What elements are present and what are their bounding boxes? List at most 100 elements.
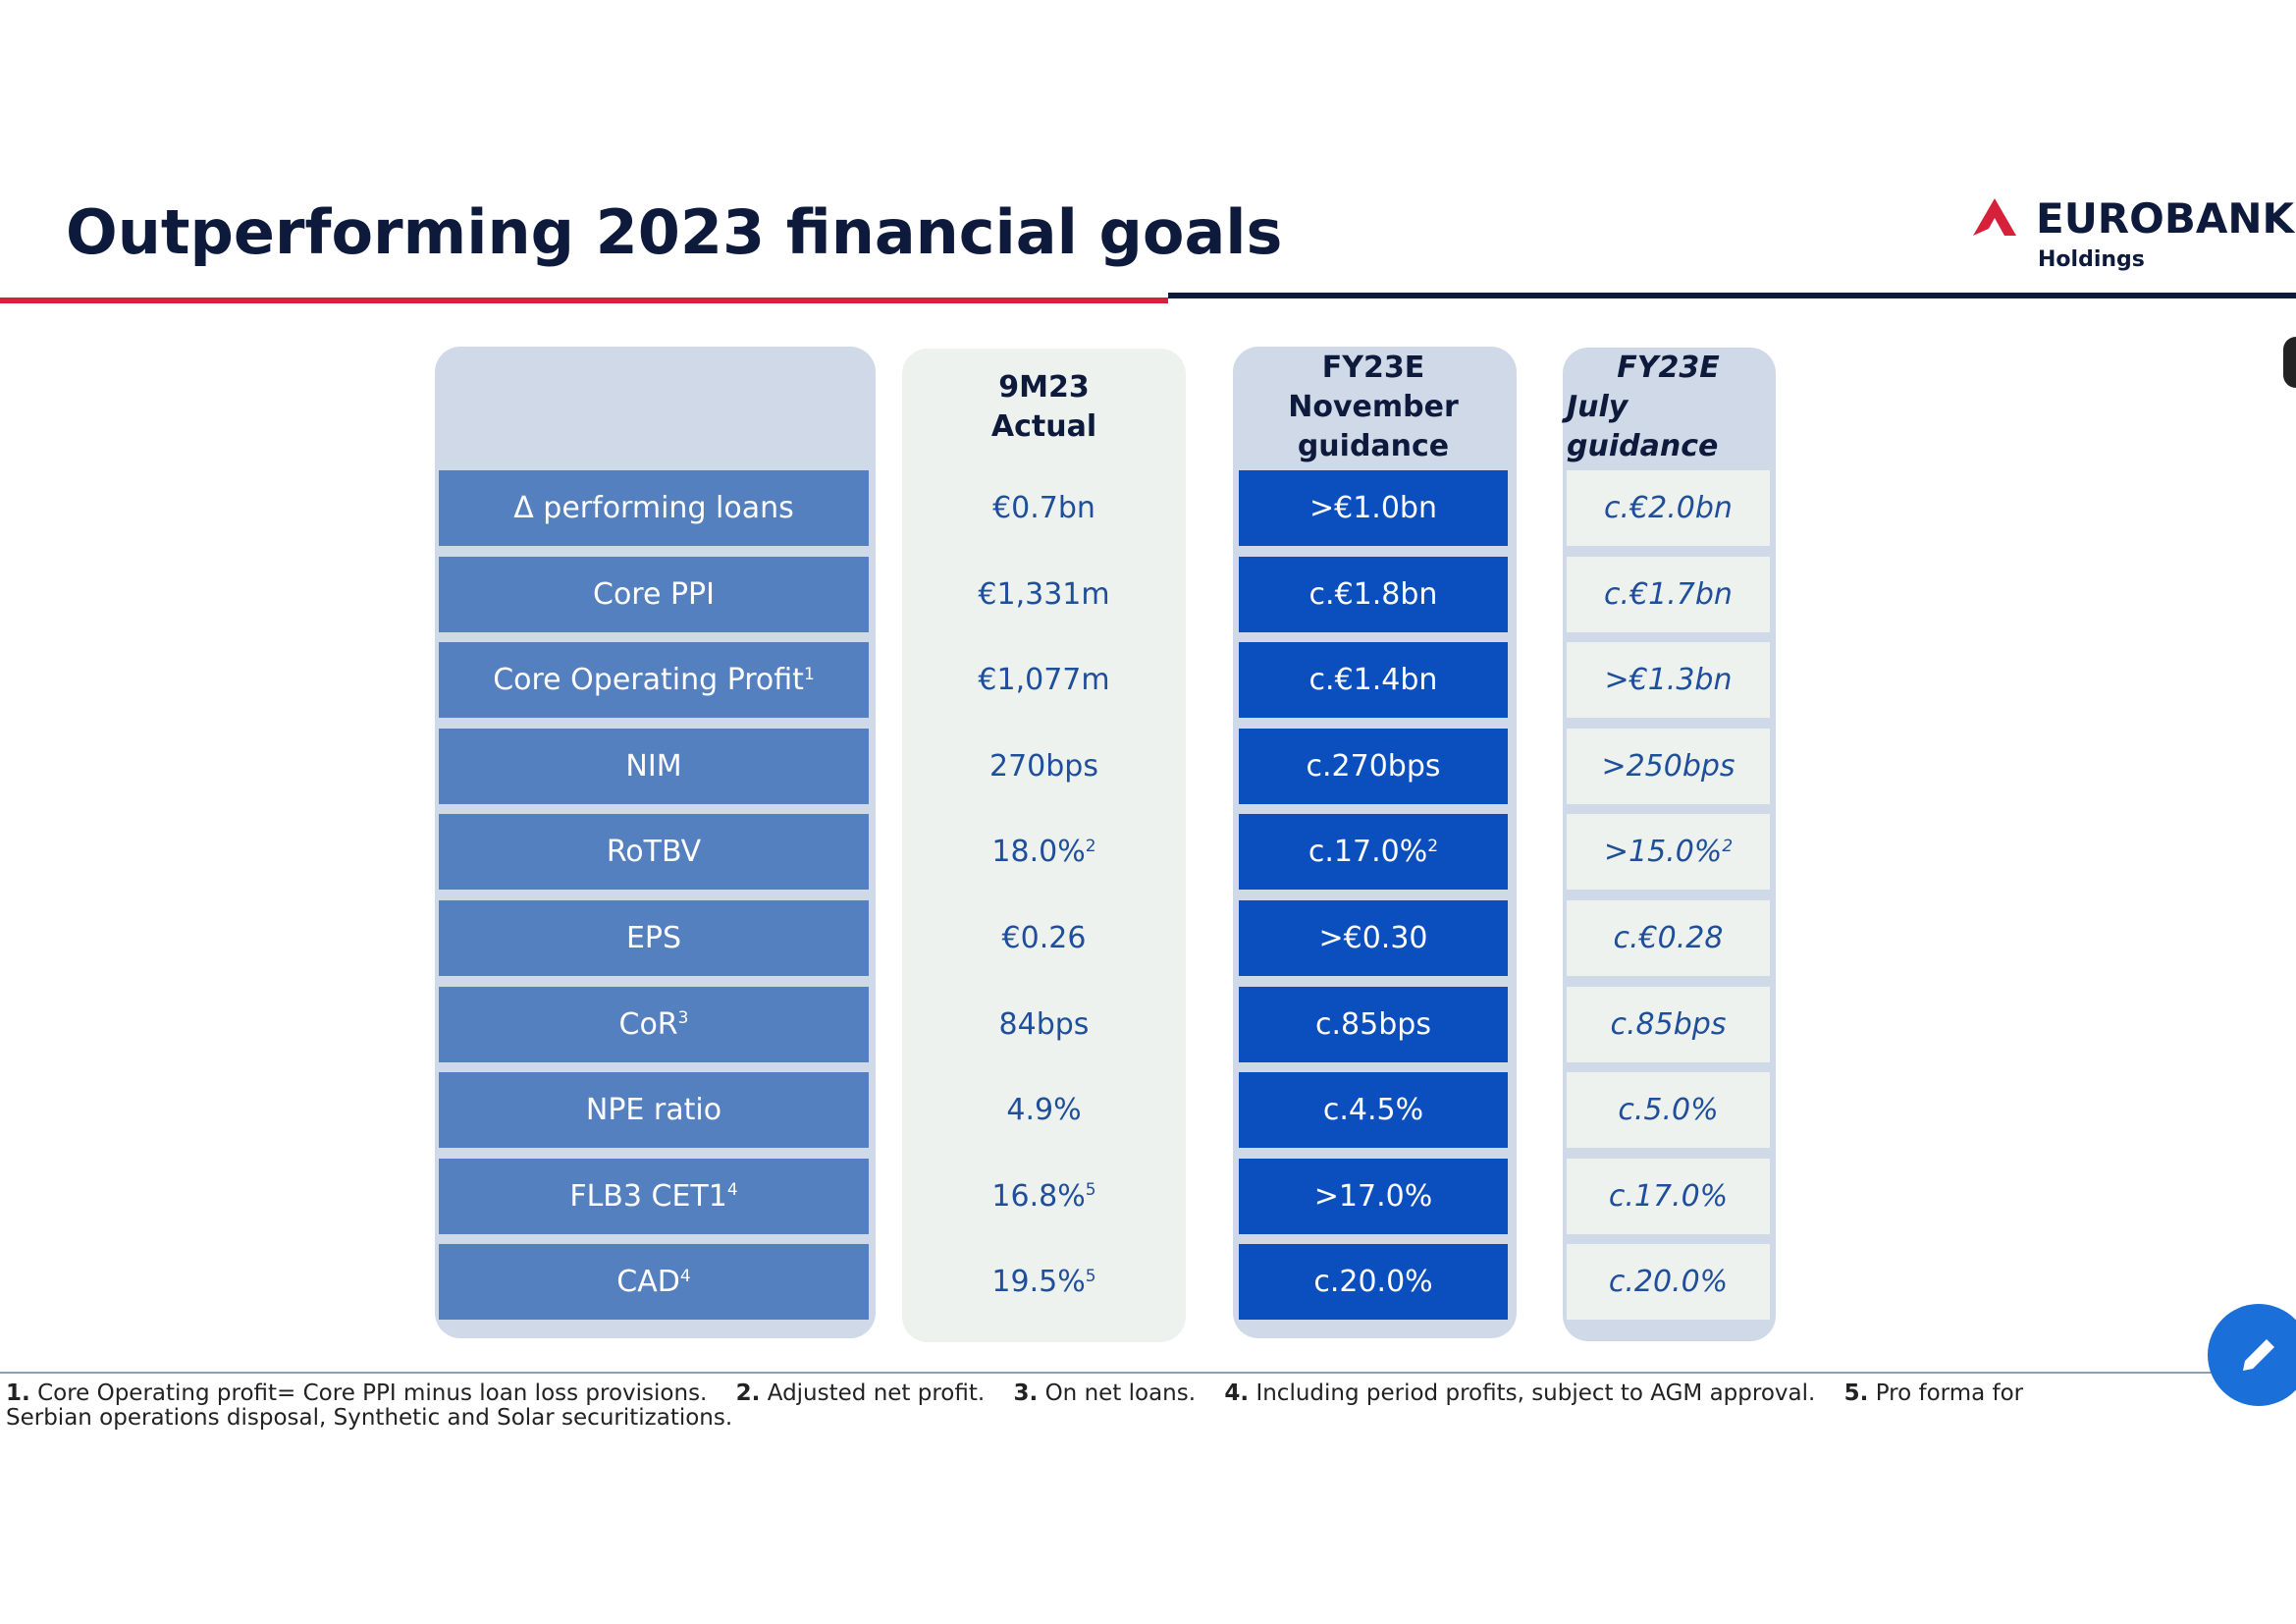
header-line: FY23E	[1321, 351, 1425, 385]
cell-text: >€1.0bn	[1309, 491, 1437, 525]
footnote: 2. Adjusted net profit.	[736, 1380, 986, 1406]
cell-text: €1,077m	[978, 663, 1110, 698]
july-guidance: >€1.3bn	[1567, 642, 1770, 719]
superscript: 1	[803, 664, 815, 684]
footnote: 5. Pro forma for Serbian operations disp…	[6, 1380, 2023, 1431]
metric-label: FLB3 CET1 4	[439, 1158, 869, 1234]
cell-text: c.€0.28	[1613, 921, 1724, 955]
metric-label: RoTBV	[439, 814, 869, 891]
cell-text: CoR	[618, 1006, 678, 1042]
july-guidance: c.€0.28	[1567, 900, 1770, 976]
cell-text: €1,331m	[978, 576, 1110, 612]
cell-text: 16.8%	[991, 1178, 1086, 1214]
footnote: 1. Core Operating profit= Core PPI minus…	[6, 1380, 707, 1406]
cell-text: c.4.5%	[1322, 1093, 1424, 1128]
logo-icon	[1973, 198, 2016, 236]
metric-label: CoR 3	[439, 986, 869, 1062]
cell-text: €0.26	[1001, 921, 1087, 955]
cell-text: c.€2.0bn	[1604, 491, 1733, 525]
november-guidance: >€1.0bn	[1239, 470, 1508, 546]
footnote-text: Core Operating profit= Core PPI minus lo…	[37, 1380, 708, 1406]
cell-text: c.17.0%	[1308, 835, 1428, 870]
superscript: 3	[677, 1008, 689, 1029]
july-guidance: c.€1.7bn	[1567, 556, 1770, 632]
november-guidance: c.20.0%	[1239, 1244, 1508, 1321]
november-guidance: c.€1.4bn	[1239, 642, 1508, 719]
cell-text: c.20.0%	[1313, 1265, 1433, 1300]
july-guidance: c.20.0%	[1567, 1244, 1770, 1321]
superscript: 4	[679, 1266, 691, 1286]
superscript: 2	[1722, 836, 1734, 856]
cell-text: c.20.0%	[1608, 1265, 1729, 1300]
actual-value: 4.9%	[902, 1072, 1186, 1148]
november-guidance: c.270bps	[1239, 728, 1508, 804]
cell-text: c.17.0%	[1608, 1178, 1729, 1214]
november-guidance: c.€1.8bn	[1239, 556, 1508, 632]
metric-label: Core Operating Profit 1	[439, 642, 869, 719]
cell-text: CAD	[616, 1265, 680, 1300]
cell-text: FLB3 CET1	[569, 1178, 727, 1214]
footnote-number: 5.	[1843, 1380, 1869, 1406]
footnote-number: 2.	[735, 1380, 761, 1406]
column-header: 9M23 Actual	[902, 349, 1186, 466]
november-guidance: >€0.30	[1239, 900, 1508, 976]
header-line: 9M23	[998, 370, 1090, 405]
actual-value: 16.8% 5	[902, 1159, 1186, 1234]
actual-value: €0.26	[902, 900, 1186, 976]
cell-text: NIM	[625, 748, 682, 784]
metric-label: Core PPI	[439, 556, 869, 632]
actual-value: 84bps	[902, 987, 1186, 1062]
header-line: Actual	[990, 409, 1097, 444]
cell-text: 84bps	[998, 1006, 1090, 1042]
july-guidance: c.5.0%	[1567, 1072, 1770, 1149]
side-tab	[2283, 337, 2296, 388]
superscript: 5	[1085, 1266, 1096, 1286]
cell-text: c.€1.7bn	[1604, 576, 1733, 612]
header-line: guidance	[1297, 429, 1450, 463]
cell-text: >€0.30	[1318, 921, 1428, 955]
header-line: November	[1288, 390, 1459, 424]
footnote-text: Including period profits, subject to AGM…	[1255, 1380, 1816, 1406]
cell-text: RoTBV	[606, 835, 702, 870]
cell-text: Core Operating Profit	[493, 663, 804, 698]
november-guidance: c.85bps	[1239, 986, 1508, 1062]
november-guidance: >17.0%	[1239, 1158, 1508, 1234]
cell-text: €0.7bn	[992, 491, 1095, 525]
july-guidance: c.17.0%	[1567, 1158, 1770, 1234]
actual-value: 18.0% 2	[902, 814, 1186, 890]
cell-text: NPE ratio	[585, 1093, 722, 1128]
footnote-number: 1.	[6, 1380, 30, 1406]
cell-text: 4.9%	[1006, 1093, 1082, 1128]
red-rule	[0, 298, 1168, 303]
title: Outperforming 2023 financial goals	[66, 196, 1283, 268]
cell-text: >17.0%	[1313, 1178, 1433, 1214]
footnotes: 1. Core Operating profit= Core PPI minus…	[6, 1381, 2077, 1431]
actual-value: €1,331m	[902, 557, 1186, 632]
superscript: 2	[1427, 836, 1439, 856]
cell-text: Δ performing loans	[513, 491, 794, 525]
edit-button[interactable]	[2208, 1304, 2296, 1406]
footnote-text: On net loans.	[1044, 1380, 1197, 1406]
cell-text: c.€1.4bn	[1308, 663, 1438, 698]
metric-label: NIM	[439, 728, 869, 804]
cell-text: >250bps	[1601, 748, 1735, 784]
july-guidance: c.85bps	[1567, 986, 1770, 1062]
footer-rule	[0, 1372, 2296, 1374]
cell-text: 270bps	[989, 748, 1098, 784]
logo-sub: Holdings	[2038, 247, 2145, 272]
superscript: 2	[1085, 836, 1096, 856]
column-header: FY23E July guidance	[1567, 349, 1770, 466]
cell-text: EPS	[625, 921, 682, 955]
cell-text: >15.0%	[1603, 835, 1723, 870]
metric-label: CAD 4	[439, 1244, 869, 1321]
footnote: 4. Including period profits, subject to …	[1224, 1380, 1815, 1406]
footnote-number: 4.	[1224, 1380, 1250, 1406]
metric-label: NPE ratio	[439, 1072, 869, 1149]
actual-value: €0.7bn	[902, 470, 1186, 546]
actual-value: 270bps	[902, 729, 1186, 804]
november-guidance: c.17.0% 2	[1239, 814, 1508, 891]
cell-text: c.85bps	[1610, 1006, 1727, 1042]
july-guidance: >250bps	[1567, 728, 1770, 804]
header-line: July guidance	[1567, 390, 1719, 463]
